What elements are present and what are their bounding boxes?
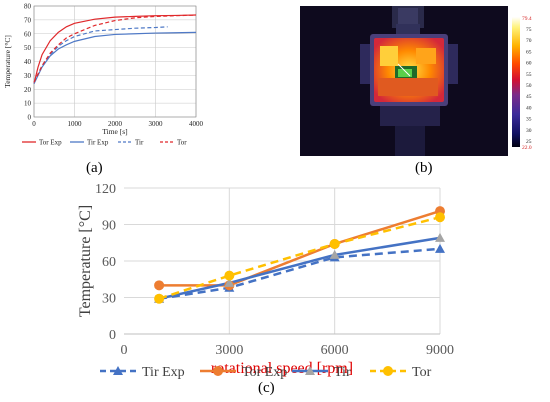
- x-axis-label: Time [s]: [102, 127, 127, 136]
- y-tick-label: 30: [102, 292, 116, 307]
- data-point: [305, 366, 315, 375]
- panel-label-c: (c): [258, 380, 275, 396]
- scale-tick-label: 50: [526, 83, 532, 89]
- data-point: [154, 280, 165, 291]
- y-tick-label: 50: [24, 44, 32, 52]
- panel-b: 79.4 22.0 75 70 65 60 55 50 45 40 35 30 25: [300, 6, 550, 180]
- thermal-image: [300, 6, 508, 156]
- y-tick-label: 40: [24, 58, 32, 66]
- temperature-color-scale: 79.4 22.0 75 70 65 60 55 50 45 40 35 30 25: [510, 14, 544, 151]
- chart-a: 0 10 20 30 40 50 60 70 80 0 1000 2000 3000 4000 Time […: [3, 3, 204, 147]
- legend-label: Tor: [177, 139, 187, 147]
- scale-tick-label: 45: [526, 94, 532, 100]
- x-tick-label: 0: [32, 120, 36, 128]
- x-axis-label: rotational speed [rpm]: [211, 360, 353, 377]
- scale-tick-label: 35: [526, 117, 532, 123]
- scale-max-label: 79.4: [522, 16, 532, 22]
- x-tick-label: 0: [121, 343, 128, 358]
- y-tick-label: 60: [102, 255, 116, 270]
- data-point: [435, 212, 445, 223]
- panel-a: 0 10 20 30 40 50 60 70 80 0 1000 2000 3000 4000 Time […: [0, 0, 205, 155]
- scale-tick-label: 60: [526, 61, 532, 67]
- data-point: [435, 243, 445, 253]
- scale-tick-label: 75: [526, 27, 532, 33]
- data-point: [383, 366, 393, 376]
- y-tick-label: 70: [24, 16, 32, 24]
- data-point: [329, 238, 340, 249]
- x-tick-label: 9000: [426, 343, 454, 358]
- scale-tick-label: 30: [526, 128, 532, 134]
- scale-tick-label: 65: [526, 49, 532, 55]
- thermal-image-panel: 79.4 22.0 75 70 65 60 55 50 45 40 35 30 25: [300, 6, 544, 156]
- scale-tick-label: 40: [526, 105, 532, 111]
- data-point: [154, 293, 165, 304]
- y-axis-label: Temperature [°C]: [3, 35, 12, 88]
- y-tick-label: 120: [95, 182, 116, 197]
- data-point: [113, 366, 123, 375]
- x-tick-label: 4000: [189, 120, 204, 128]
- scale-min-label: 22.0: [522, 145, 532, 151]
- panel-label-a: (a): [86, 160, 103, 176]
- chart-c: 0 30 60 90 120 0 3000 6000 9000 rotational speed …: [77, 182, 454, 380]
- legend-label: Tir Exp: [87, 139, 109, 147]
- x-tick-label: 3000: [215, 343, 243, 358]
- y-axis-label: Temperature [°C]: [77, 205, 94, 317]
- legend-label: Tir Exp: [142, 365, 185, 380]
- y-tick-label: 0: [109, 328, 116, 343]
- panel-c: 0 30 60 90 120 0 3000 6000 9000 rotational speed …: [60, 178, 550, 402]
- x-tick-label: 2000: [108, 120, 123, 128]
- legend-label: Tir: [135, 139, 144, 147]
- data-point: [224, 270, 235, 281]
- x-tick-label: 3000: [149, 120, 164, 128]
- scale-tick-label: 70: [526, 38, 532, 44]
- legend-label: Tir: [334, 365, 351, 380]
- data-point: [213, 366, 223, 376]
- y-tick-label: 20: [24, 86, 32, 94]
- y-tick-label: 0: [28, 114, 32, 122]
- legend-label: Tor: [412, 365, 432, 380]
- y-tick-label: 10: [24, 100, 32, 108]
- panel-label-b: (b): [415, 160, 433, 176]
- series-line: [33, 14, 197, 84]
- plot-frame: [33, 5, 197, 118]
- data-point: [224, 277, 235, 287]
- data-point: [435, 232, 445, 242]
- series-line: [33, 31, 197, 84]
- scale-tick-label: 55: [526, 72, 532, 78]
- series-line: [33, 26, 168, 83]
- series-line: [158, 215, 441, 300]
- x-tick-label: 6000: [321, 343, 349, 358]
- series-line: [158, 236, 441, 300]
- legend-label: Tor Exp: [39, 139, 62, 147]
- scale-tick-label: 25: [526, 139, 532, 145]
- x-tick-label: 1000: [68, 120, 83, 128]
- y-tick-label: 60: [24, 30, 32, 38]
- data-point: [329, 249, 340, 259]
- legend-label: Tor Exp: [242, 365, 287, 380]
- y-tick-label: 80: [24, 3, 32, 11]
- y-tick-label: 30: [24, 72, 32, 80]
- series-line: [159, 209, 441, 287]
- y-tick-label: 90: [102, 219, 116, 234]
- series-line: [158, 247, 441, 300]
